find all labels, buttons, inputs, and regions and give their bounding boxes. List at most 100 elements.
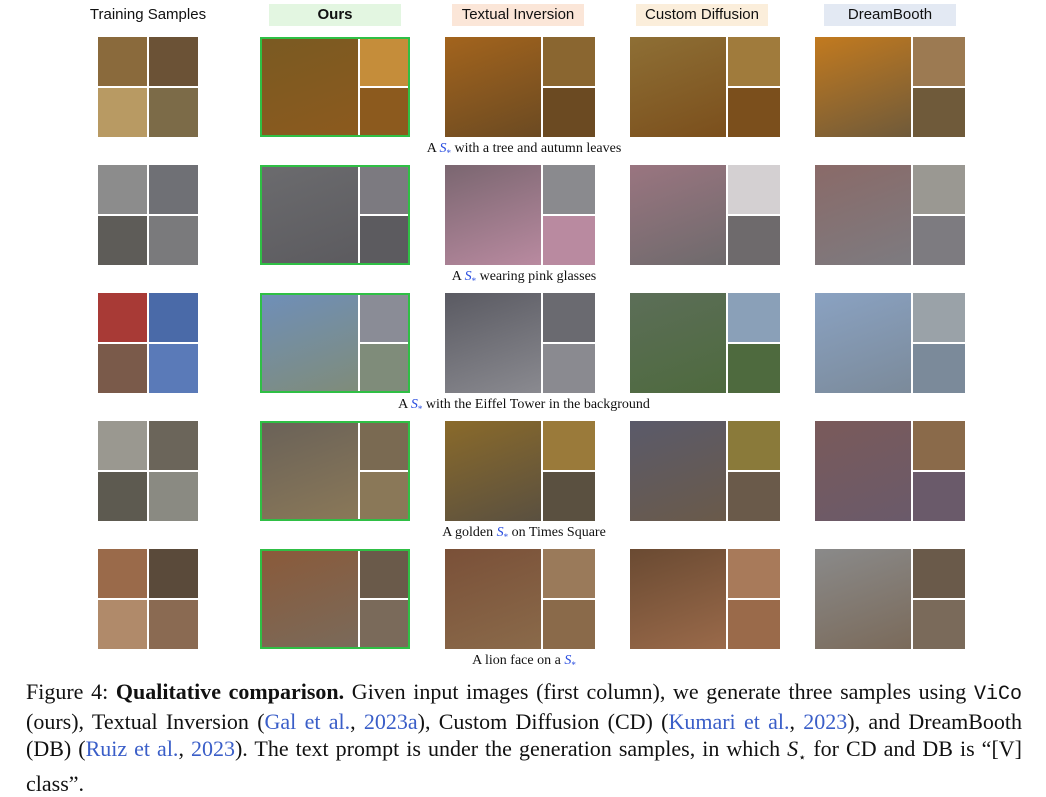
prompt-text: A <box>426 141 440 156</box>
training-sample-image <box>149 88 198 137</box>
generated-sample-thumbnail <box>728 472 780 521</box>
generated-sample-thumbnail <box>728 88 780 137</box>
generated-sample-image <box>445 549 541 649</box>
caption-bold: Qualitative comparison. <box>115 679 345 704</box>
ours-sample-group <box>260 37 410 137</box>
token-subscript: * <box>417 403 423 414</box>
generated-sample-thumbnail <box>360 167 408 214</box>
generated-sample-image <box>815 37 911 137</box>
generated-sample-thumbnail <box>360 216 408 263</box>
generated-sample-image <box>445 165 541 265</box>
training-sample-image <box>98 600 147 649</box>
generated-sample-thumbnail <box>728 216 780 265</box>
figure-panel: Training Samples Ours Textual Inversion … <box>62 0 986 672</box>
training-samples-grid <box>98 293 198 393</box>
header-custom-diffusion: Custom Diffusion <box>636 4 768 26</box>
generated-sample-image <box>815 549 911 649</box>
generated-sample-thumbnail <box>913 37 965 86</box>
training-sample-image <box>149 293 198 342</box>
generated-sample-image <box>630 549 726 649</box>
training-sample-image <box>149 216 198 265</box>
generated-sample-thumbnail <box>543 216 595 265</box>
generated-sample-thumbnail <box>728 37 780 86</box>
citation-link[interactable]: Ruiz et al. <box>85 736 179 761</box>
generated-sample-image <box>445 37 541 137</box>
generated-sample-thumbnail <box>913 600 965 649</box>
ti-sample-group <box>445 549 595 649</box>
prompt-text: with the Eiffel Tower in the background <box>422 397 650 412</box>
db-sample-group <box>815 421 965 521</box>
generated-sample-thumbnail <box>360 551 408 598</box>
citation-link[interactable]: 2023 <box>190 736 235 761</box>
generated-sample-thumbnail <box>728 549 780 598</box>
prompt-text: A lion face on a <box>472 653 565 668</box>
generated-sample-thumbnail <box>913 216 965 265</box>
generated-sample-image <box>630 37 726 137</box>
generated-sample-thumbnail <box>543 472 595 521</box>
caption-label: Figure 4: <box>26 679 116 704</box>
generated-sample-thumbnail <box>913 472 965 521</box>
training-sample-image <box>149 165 198 214</box>
prompt-caption: A golden S* on Times Square <box>62 524 986 542</box>
prompt-text: with a tree and autumn leaves <box>451 141 622 156</box>
generated-sample-thumbnail <box>543 37 595 86</box>
header-ours: Ours <box>269 4 401 26</box>
training-samples-grid <box>98 549 198 649</box>
placeholder-token: S* <box>410 397 423 414</box>
generated-sample-image <box>630 421 726 521</box>
caption-text: Given input images (first column), we ge… <box>344 679 974 704</box>
citation-link[interactable]: 2023a <box>363 709 418 734</box>
generated-sample-thumbnail <box>543 344 595 393</box>
caption-text: for CD and DB is “[V] class”. <box>26 736 1022 797</box>
cd-sample-group <box>630 293 780 393</box>
training-sample-image <box>98 549 147 598</box>
generated-sample-thumbnail <box>543 88 595 137</box>
prompt-text: on Times Square <box>508 525 606 540</box>
caption-text: , <box>178 736 191 761</box>
generated-sample-thumbnail <box>543 600 595 649</box>
generated-sample-image <box>262 295 358 391</box>
prompt-text: A golden <box>442 525 497 540</box>
training-samples-grid <box>98 421 198 521</box>
prompt-caption: A S* with a tree and autumn leaves <box>62 140 986 158</box>
generated-sample-thumbnail <box>913 344 965 393</box>
generated-sample-thumbnail <box>913 165 965 214</box>
training-sample-image <box>98 344 147 393</box>
generated-sample-thumbnail <box>360 423 408 470</box>
ours-sample-group <box>260 293 410 393</box>
ti-sample-group <box>445 293 595 393</box>
training-sample-image <box>98 421 147 470</box>
caption-text: , <box>350 709 364 734</box>
prompt-text: A <box>451 269 465 284</box>
generated-sample-thumbnail <box>728 421 780 470</box>
header-training: Training Samples <box>89 6 207 23</box>
generated-sample-thumbnail <box>360 39 408 86</box>
training-sample-image <box>149 421 198 470</box>
caption-text: , <box>789 709 804 734</box>
generated-sample-thumbnail <box>360 600 408 647</box>
citation-link[interactable]: Kumari et al. <box>668 709 790 734</box>
training-sample-image <box>149 37 198 86</box>
generated-sample-thumbnail <box>360 472 408 519</box>
ti-sample-group <box>445 37 595 137</box>
token-subscript: * <box>471 275 477 286</box>
header-textual-inversion: Textual Inversion <box>452 4 584 26</box>
ti-sample-group <box>445 165 595 265</box>
vico-name: ViCo <box>973 683 1022 706</box>
placeholder-token: S* <box>439 141 452 158</box>
citation-link[interactable]: 2023 <box>803 709 848 734</box>
generated-sample-thumbnail <box>728 165 780 214</box>
generated-sample-thumbnail <box>913 88 965 137</box>
training-samples-grid <box>98 165 198 265</box>
citation-link[interactable]: Gal et al. <box>264 709 351 734</box>
training-sample-image <box>149 472 198 521</box>
training-sample-image <box>98 293 147 342</box>
prompt-caption: A S* wearing pink glasses <box>62 268 986 286</box>
db-sample-group <box>815 549 965 649</box>
db-sample-group <box>815 37 965 137</box>
training-sample-image <box>98 88 147 137</box>
generated-sample-thumbnail <box>360 344 408 391</box>
generated-sample-thumbnail <box>728 293 780 342</box>
generated-sample-thumbnail <box>360 295 408 342</box>
generated-sample-thumbnail <box>543 165 595 214</box>
